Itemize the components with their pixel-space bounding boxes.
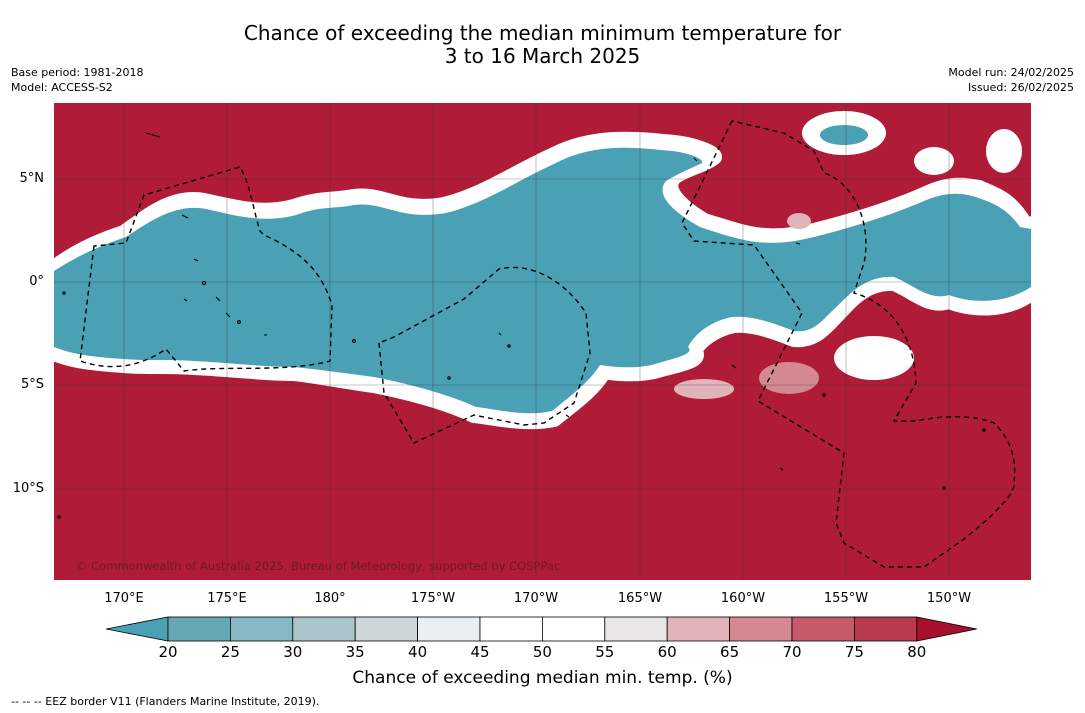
colorbar-tick-label: 50 (532, 643, 552, 661)
eez-borders (79, 120, 1016, 568)
colorbar-cell (417, 616, 481, 642)
colorbar-cell (541, 616, 606, 642)
lat-tick-5n: 5°N (19, 171, 45, 186)
colorbar-cell (479, 616, 543, 642)
colorbar-tick-label: 70 (782, 643, 802, 661)
colorbar-tick-label: 75 (844, 643, 864, 661)
colorbar-cell (354, 616, 418, 642)
colorbar (106, 616, 977, 642)
colorbar-cell (604, 616, 668, 642)
eez-legend-note: -- -- -- EEZ border V11 (Flanders Marine… (11, 695, 320, 708)
colorbar-extend-low (106, 616, 169, 642)
colorbar-tick-label: 65 (720, 643, 740, 661)
issued-date: Issued: 26/02/2025 (967, 81, 1074, 94)
colorbar-tick-label: 60 (657, 643, 677, 661)
lat-tick-0: 0° (29, 274, 44, 289)
lon-tick-175w: 175°W (410, 591, 456, 606)
colorbar-cell (167, 616, 231, 642)
colorbar-cell (292, 616, 356, 642)
map-panel[interactable] (54, 103, 1031, 580)
colorbar-cell (666, 616, 731, 642)
copyright-text: © Commonwealth of Australia 2025, Bureau… (76, 559, 561, 573)
colorbar-cell (791, 616, 855, 642)
model-run: Model run: 24/02/2025 (948, 66, 1074, 79)
lat-tick-10s: 10°S (12, 481, 44, 496)
lon-tick-165w: 165°W (617, 591, 663, 606)
colorbar-label: Chance of exceeding median min. temp. (%… (352, 668, 733, 688)
colorbar-cell (230, 616, 294, 642)
colorbar-cells (106, 616, 977, 642)
meta-right: Model run: 24/02/2025 Issued: 26/02/2025 (948, 65, 1074, 95)
low-chance-band (54, 131, 1031, 430)
graticule (54, 103, 1031, 580)
model-name: Model: ACCESS-S2 (11, 81, 113, 94)
lat-tick-5s: 5°S (20, 377, 44, 392)
colorbar-tick-label: 45 (470, 643, 490, 661)
meta-left: Base period: 1981-2018 Model: ACCESS-S2 (11, 65, 143, 95)
colorbar-cell (854, 616, 918, 642)
lon-tick-150w: 150°W (926, 591, 972, 606)
lon-tick-155w: 155°W (823, 591, 869, 606)
colorbar-tick-label: 20 (158, 643, 178, 661)
lon-tick-160w: 160°W (720, 591, 766, 606)
colorbar-tick-label: 55 (595, 643, 615, 661)
colorbar-tick-label: 40 (408, 643, 428, 661)
colorbar-tick-label: 80 (907, 643, 927, 661)
colorbar-tick-label: 30 (283, 643, 303, 661)
forecast-map (54, 103, 1031, 580)
lon-tick-170w: 170°W (513, 591, 559, 606)
title-line-2: 3 to 16 March 2025 (444, 44, 641, 68)
lon-tick-175e: 175°E (207, 591, 247, 606)
lon-tick-170e: 170°E (104, 591, 144, 606)
islands (57, 132, 986, 519)
title-line-1: Chance of exceeding the median minimum t… (243, 21, 842, 45)
colorbar-cell (729, 616, 793, 642)
base-period: Base period: 1981-2018 (11, 66, 144, 79)
colorbar-extend-high (916, 616, 977, 642)
colorbar-tick-label: 35 (345, 643, 365, 661)
colorbar-tick-label: 25 (220, 643, 240, 661)
map-title: Chance of exceeding the median minimum t… (0, 22, 1085, 68)
lon-tick-180: 180° (314, 591, 346, 606)
